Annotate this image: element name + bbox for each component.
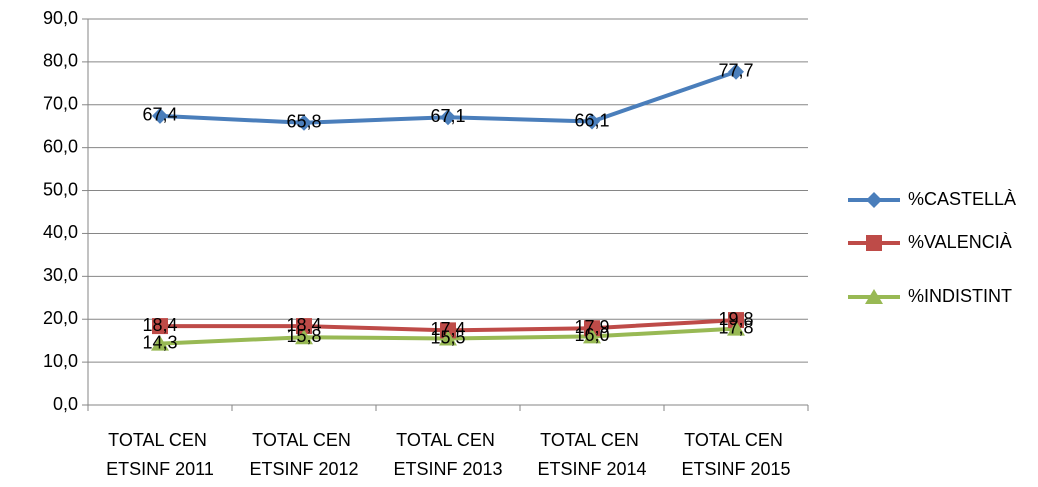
y-tick-label: 60,0 (43, 136, 78, 156)
legend-label: %VALENCIÀ (908, 232, 1012, 252)
x-tick-label: TOTAL CEN ETSINF 2012 (249, 430, 358, 479)
y-tick-label: 90,0 (43, 8, 78, 28)
marker (727, 320, 745, 336)
legend-label: %INDISTINT (908, 286, 1012, 306)
data-label: 17,8 (718, 317, 753, 337)
x-tick-label: TOTAL CEN ETSINF 2015 (681, 430, 790, 479)
marker (584, 113, 600, 130)
marker (865, 289, 883, 304)
y-tick-label: 50,0 (43, 179, 78, 199)
data-label: 67,4 (142, 105, 177, 125)
data-label: 14,3 (142, 332, 177, 352)
marker (440, 322, 456, 339)
marker (151, 335, 169, 351)
data-label: 65,8 (286, 112, 321, 132)
data-label: 15,8 (286, 326, 321, 346)
y-tick-label: 10,0 (43, 351, 78, 371)
data-label: 19,8 (718, 309, 753, 329)
x-tick-label: TOTAL CEN ETSINF 2013 (393, 430, 502, 479)
marker (296, 318, 312, 335)
data-label: 17,4 (430, 319, 465, 339)
marker (152, 107, 168, 124)
x-tick-label: TOTAL CEN ETSINF 2014 (537, 430, 646, 479)
y-tick-label: 40,0 (43, 222, 78, 242)
y-tick-label: 30,0 (43, 265, 78, 285)
marker (583, 328, 601, 344)
marker (728, 63, 744, 80)
x-tick-label: TOTAL CEN ETSINF 2011 (106, 430, 214, 479)
y-tick-label: 20,0 (43, 308, 78, 328)
data-label: 17,9 (574, 317, 609, 337)
data-label: 16,0 (574, 325, 609, 345)
data-label: 66,1 (574, 110, 609, 130)
marker (728, 312, 744, 329)
data-label: 77,7 (718, 61, 753, 81)
marker (440, 109, 456, 126)
data-label: 18,4 (142, 315, 177, 335)
marker (866, 235, 882, 251)
y-tick-label: 70,0 (43, 94, 78, 114)
marker (152, 318, 168, 335)
data-label: 18,4 (286, 315, 321, 335)
data-label: 15,5 (430, 327, 465, 347)
marker (439, 330, 457, 346)
marker (584, 320, 600, 337)
marker (296, 114, 312, 131)
data-label: 67,1 (430, 106, 465, 126)
legend-label: %CASTELLÀ (908, 189, 1016, 209)
y-tick-label: 80,0 (43, 51, 78, 71)
marker (866, 192, 882, 208)
marker (295, 329, 313, 345)
y-tick-label: 0,0 (53, 394, 78, 414)
